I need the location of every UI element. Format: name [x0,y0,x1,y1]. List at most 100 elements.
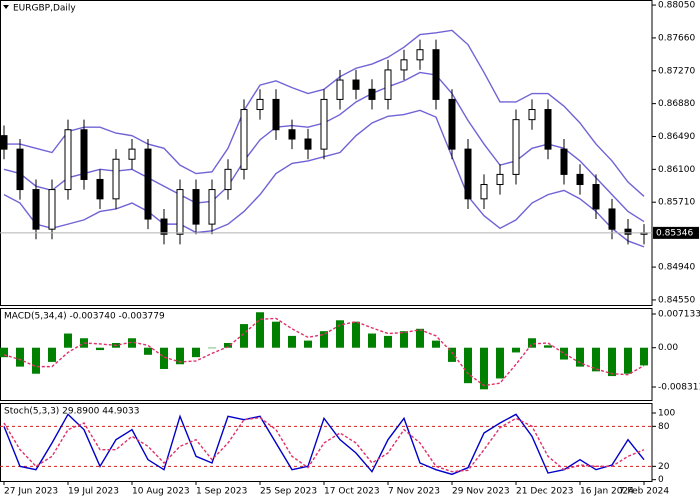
candle-body [448,98,456,150]
macd-bar [304,340,312,348]
macd-bar [160,347,168,369]
y-tick-label: 0.86880 [658,99,695,109]
candle-body [16,148,24,191]
macd-bar [448,347,456,362]
y-tick-label: 0.88050 [658,1,695,11]
macd-bar [16,347,24,367]
y-tick-label: 0.86100 [658,165,695,175]
candle-body [336,79,344,100]
candle-body [384,69,392,100]
x-tick-label: 19 Jul 2023 [68,487,119,497]
macd-bar [144,347,152,355]
candle-body [96,178,104,200]
macd-bar [272,321,280,348]
candle-body [272,98,280,131]
x-tick-label: 17 Oct 2023 [324,487,380,497]
macd-bar [240,324,248,348]
macd-bar [576,347,584,367]
y-tick-label: 0.84550 [658,295,695,305]
macd-bar [432,340,440,348]
candle-body [256,98,264,111]
macd-bar [224,342,232,348]
candle-body [176,189,184,235]
candle-body [128,148,136,160]
panel-title: MACD(5,34,4) -0.003740 -0.003779 [4,312,165,322]
candle-body [544,109,552,150]
stoch-signal [3,416,645,473]
x-tick-label: 1 Sep 2023 [196,487,247,497]
macd-bar [544,345,552,348]
candle-body [512,119,520,175]
y-tick-label: 0.007133 [658,309,700,319]
candle-body [320,98,328,150]
macd-bar [560,347,568,360]
stoch-main [3,413,645,476]
last-price-box [653,226,699,239]
x-tick-label: 16 Jan 2024 [580,487,634,497]
x-tick-label: 7 Nov 2023 [388,487,440,497]
macd-signal [3,317,645,387]
candle-body [464,148,472,200]
candle-body [576,173,584,186]
x-tick-label: 25 Sep 2023 [260,487,317,497]
macd-bar [176,347,184,365]
candle-body [592,184,600,210]
panel-frame [0,403,653,482]
macd-bar [528,338,536,348]
y-tick-label: 20 [658,462,670,472]
candle-body [496,173,504,186]
macd-bar [416,328,424,348]
macd-bar [352,321,360,348]
macd-bar [128,338,136,348]
macd-bar [512,347,520,353]
candle-body [32,189,40,230]
candle-body [64,129,72,191]
macd-bar [96,347,104,351]
macd-bar [368,333,376,348]
panel-title: Stoch(5,3,3) 29.8900 44.9033 [4,407,139,417]
x-tick-label: 21 Dec 2023 [516,487,574,497]
candle-body [288,129,296,140]
candle-body [528,109,536,121]
macd-bar [624,347,632,374]
macd-bar [256,312,264,348]
candle-body [368,88,376,100]
macd-bar [288,335,296,348]
macd-bar [480,347,488,390]
y-tick-label: 0.84940 [658,263,695,273]
candle-body [400,59,408,71]
macd-bar [400,331,408,348]
x-tick-label: 7 Feb 2024 [619,487,670,497]
candle-body [352,79,360,90]
panel-frame [0,0,653,306]
macd-bar [32,347,40,374]
candle-body [240,109,248,170]
y-tick-label: 0.87660 [658,33,695,43]
y-tick-label: 0.86490 [658,132,695,142]
y-tick-label: 0.87270 [658,66,695,76]
macd-bar [608,347,616,377]
candle-body [560,148,568,175]
candle-body [624,228,632,235]
macd-bar [464,347,472,384]
macd-bar [64,333,72,348]
y-tick-label: 100 [658,409,675,419]
x-tick-label: 29 Nov 2023 [452,487,510,497]
macd-bar [192,347,200,358]
candle-body [0,135,8,150]
macd-bar [496,347,504,379]
y-tick-label: 0 [658,475,664,485]
macd-bar [336,320,344,348]
candle-body [432,49,440,100]
last-price-label: 0.85346 [656,228,693,238]
macd-bar [640,347,648,366]
candle-body [416,49,424,61]
y-tick-label: 80 [658,422,670,432]
macd-bar [208,347,216,349]
x-tick-label: 10 Aug 2023 [132,487,190,497]
candle-body [192,189,200,225]
menu-triangle [3,5,9,9]
candle-body [608,208,616,230]
